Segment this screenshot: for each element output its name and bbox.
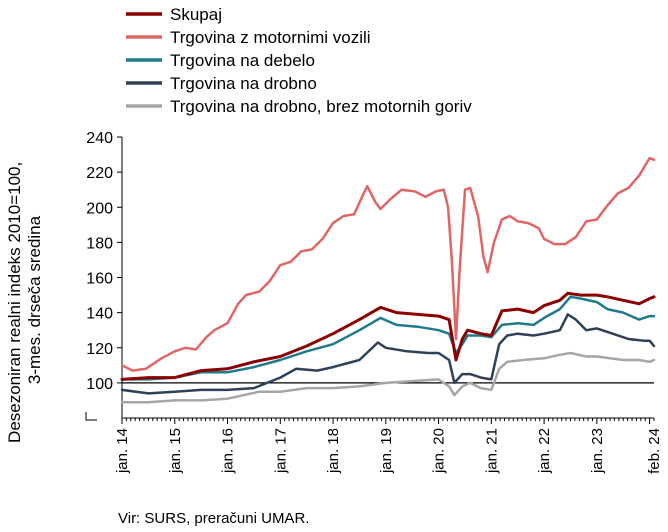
legend-label-3: Trgovina na drobno — [170, 74, 317, 93]
y-tick-label-5: 200 — [86, 200, 113, 217]
x-tick-label-4: jan. 18 — [325, 428, 342, 474]
legend: Skupaj Trgovina z motornimi vozili Trgovin… — [126, 5, 472, 116]
y-axis-label: Desezoniran realni indeks 2010=100, 3-me… — [5, 157, 44, 443]
source-note: Vir: SURS, preračuni UMAR. — [118, 510, 310, 527]
y-tick-label-4: 180 — [86, 235, 113, 252]
y-tick-label-2: 140 — [86, 306, 113, 323]
legend-label-0: Skupaj — [170, 5, 222, 24]
axis-break-mark — [85, 412, 97, 421]
legend-label-1: Trgovina z motornimi vozili — [170, 28, 371, 47]
x-tick-label-7: jan. 21 — [483, 428, 500, 474]
series-line-0 — [120, 291, 656, 381]
legend-label-4: Trgovina na drobno, brez motornih goriv — [170, 97, 472, 116]
y-tick-label-0: 100 — [86, 376, 113, 393]
x-tick-label-8: jan. 22 — [536, 428, 553, 474]
series-line-1 — [120, 156, 656, 372]
y-axis-label-line-1: Desezoniran realni indeks 2010=100, — [5, 162, 24, 443]
x-tick-label-3: jan. 17 — [272, 428, 289, 474]
y-tick-label-7: 240 — [86, 130, 113, 147]
x-tick-label-0: jan. 14 — [114, 428, 131, 474]
series-lines — [120, 156, 656, 404]
y-axis-label-line-2: 3-mes. drseča sredina — [25, 215, 44, 384]
y-tick-label-3: 160 — [86, 271, 113, 288]
x-tick-label-2: jan. 16 — [220, 428, 237, 474]
legend-label-2: Trgovina na debelo — [170, 51, 315, 70]
x-axis: jan. 14 jan. 15 jan. 16 jan. 17 jan. 18 jan. … — [114, 382, 663, 474]
series-line-3 — [120, 313, 656, 395]
x-tick-label-1: jan. 15 — [167, 428, 184, 474]
y-tick-label-1: 120 — [86, 341, 113, 358]
x-tick-label-5: jan. 19 — [378, 428, 395, 474]
x-tick-label-6: jan. 20 — [431, 428, 448, 474]
x-tick-label-9: jan. 23 — [589, 428, 606, 474]
series-line-4 — [120, 351, 656, 404]
y-axis: 100 120 140 160 180 200 220 240 — [85, 130, 123, 421]
y-tick-label-6: 220 — [86, 165, 113, 182]
x-tick-label-10: feb. 24 — [646, 428, 663, 474]
